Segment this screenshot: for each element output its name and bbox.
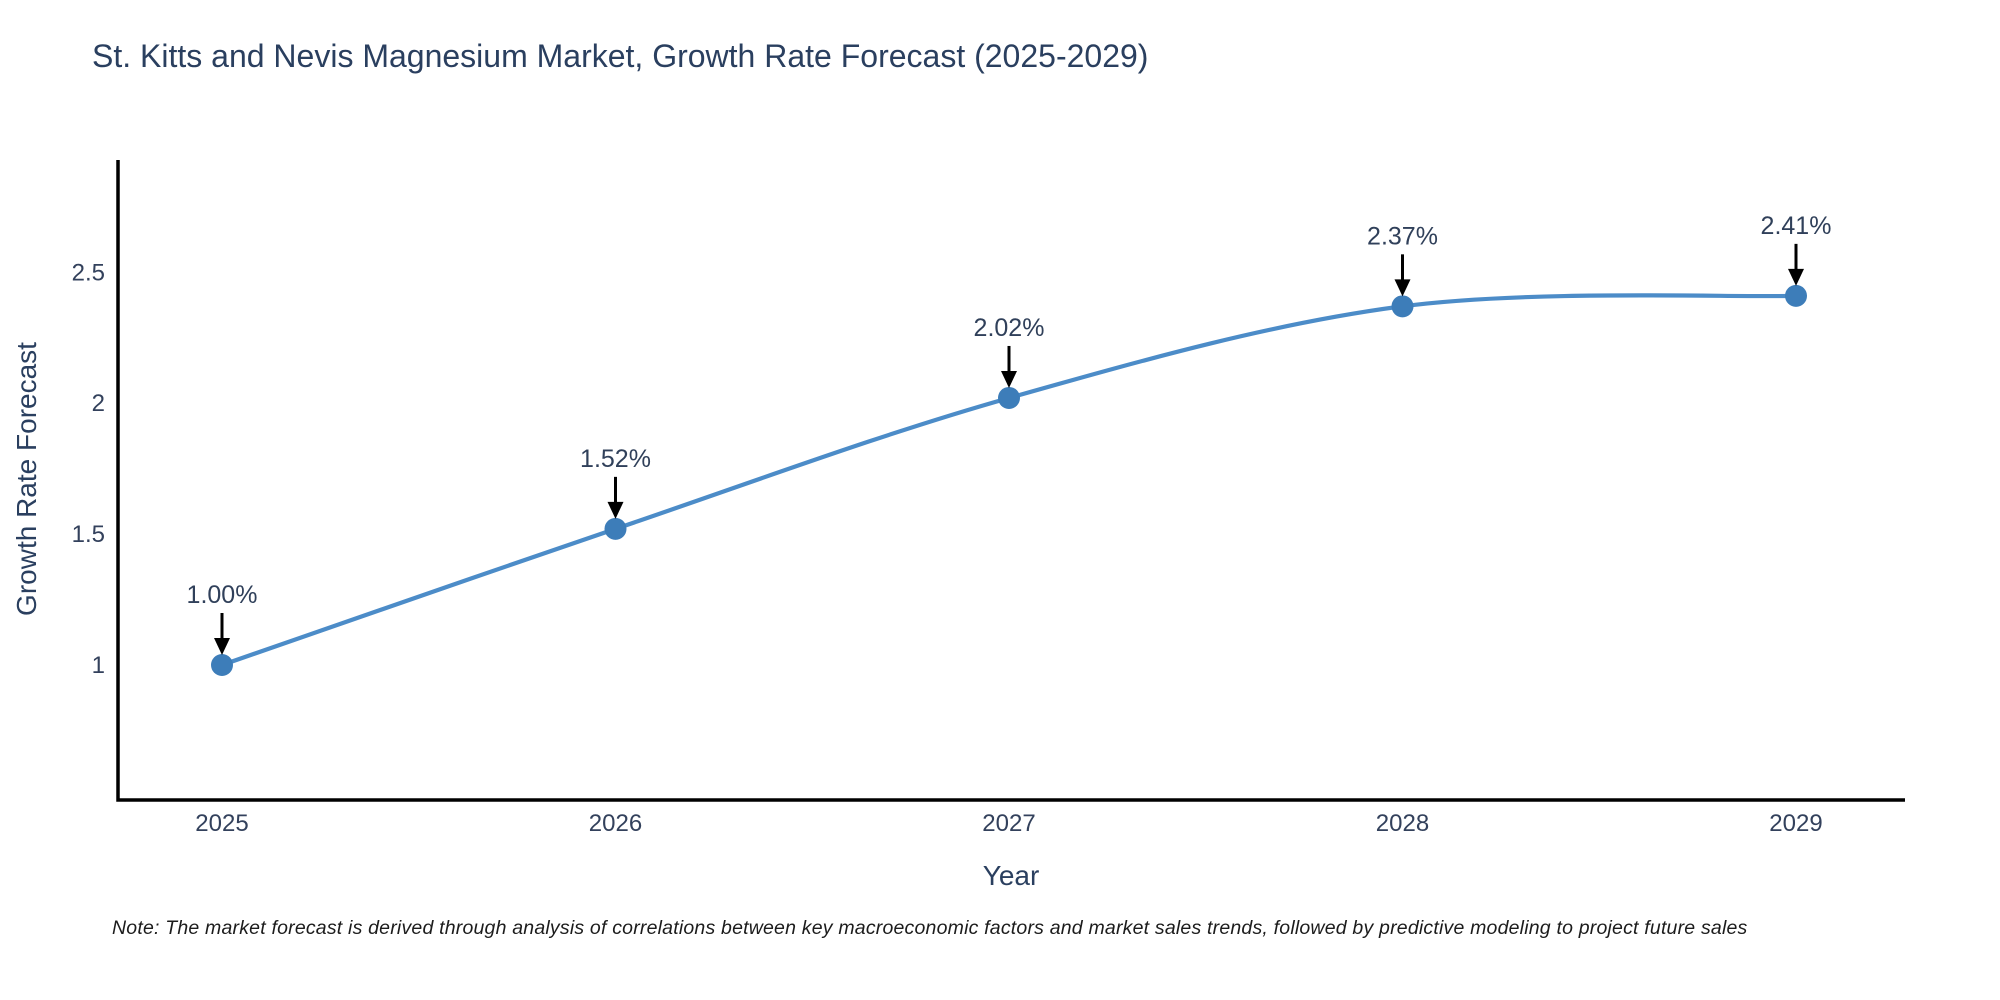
x-tick-label: 2028: [1376, 810, 1429, 837]
data-point-label: 2.37%: [1367, 222, 1438, 250]
data-point-label: 1.52%: [580, 445, 651, 473]
x-tick-label: 2026: [589, 810, 642, 837]
data-point-label: 1.00%: [187, 581, 258, 609]
annotation-arrowhead: [1001, 370, 1017, 388]
y-tick-label: 1.5: [72, 521, 105, 548]
annotation-arrowhead: [607, 501, 624, 519]
x-tick-label: 2025: [195, 810, 248, 837]
data-point-marker: [211, 654, 233, 676]
x-tick-label: 2027: [982, 810, 1035, 837]
data-point-label: 2.41%: [1761, 212, 1832, 240]
x-tick-label: 2029: [1769, 810, 1822, 837]
y-tick-label: 1: [92, 652, 105, 679]
y-tick-label: 2: [92, 390, 105, 417]
x-axis-title: Year: [982, 860, 1040, 891]
annotation-arrowhead: [214, 638, 230, 655]
data-point-marker: [604, 517, 627, 540]
data-point-marker: [1785, 284, 1807, 307]
data-point-marker: [1391, 295, 1414, 318]
annotation-arrowhead: [1394, 279, 1411, 297]
data-point-marker: [998, 386, 1020, 409]
data-point-label: 2.02%: [974, 314, 1045, 342]
annotation-arrowhead: [1788, 268, 1804, 286]
footnote: Note: The market forecast is derived thr…: [112, 917, 1748, 939]
chart-title: St. Kitts and Nevis Magnesium Market, Gr…: [92, 38, 1149, 74]
axis-lines: [116, 160, 1905, 802]
y-tick-label: 2.5: [72, 259, 105, 286]
